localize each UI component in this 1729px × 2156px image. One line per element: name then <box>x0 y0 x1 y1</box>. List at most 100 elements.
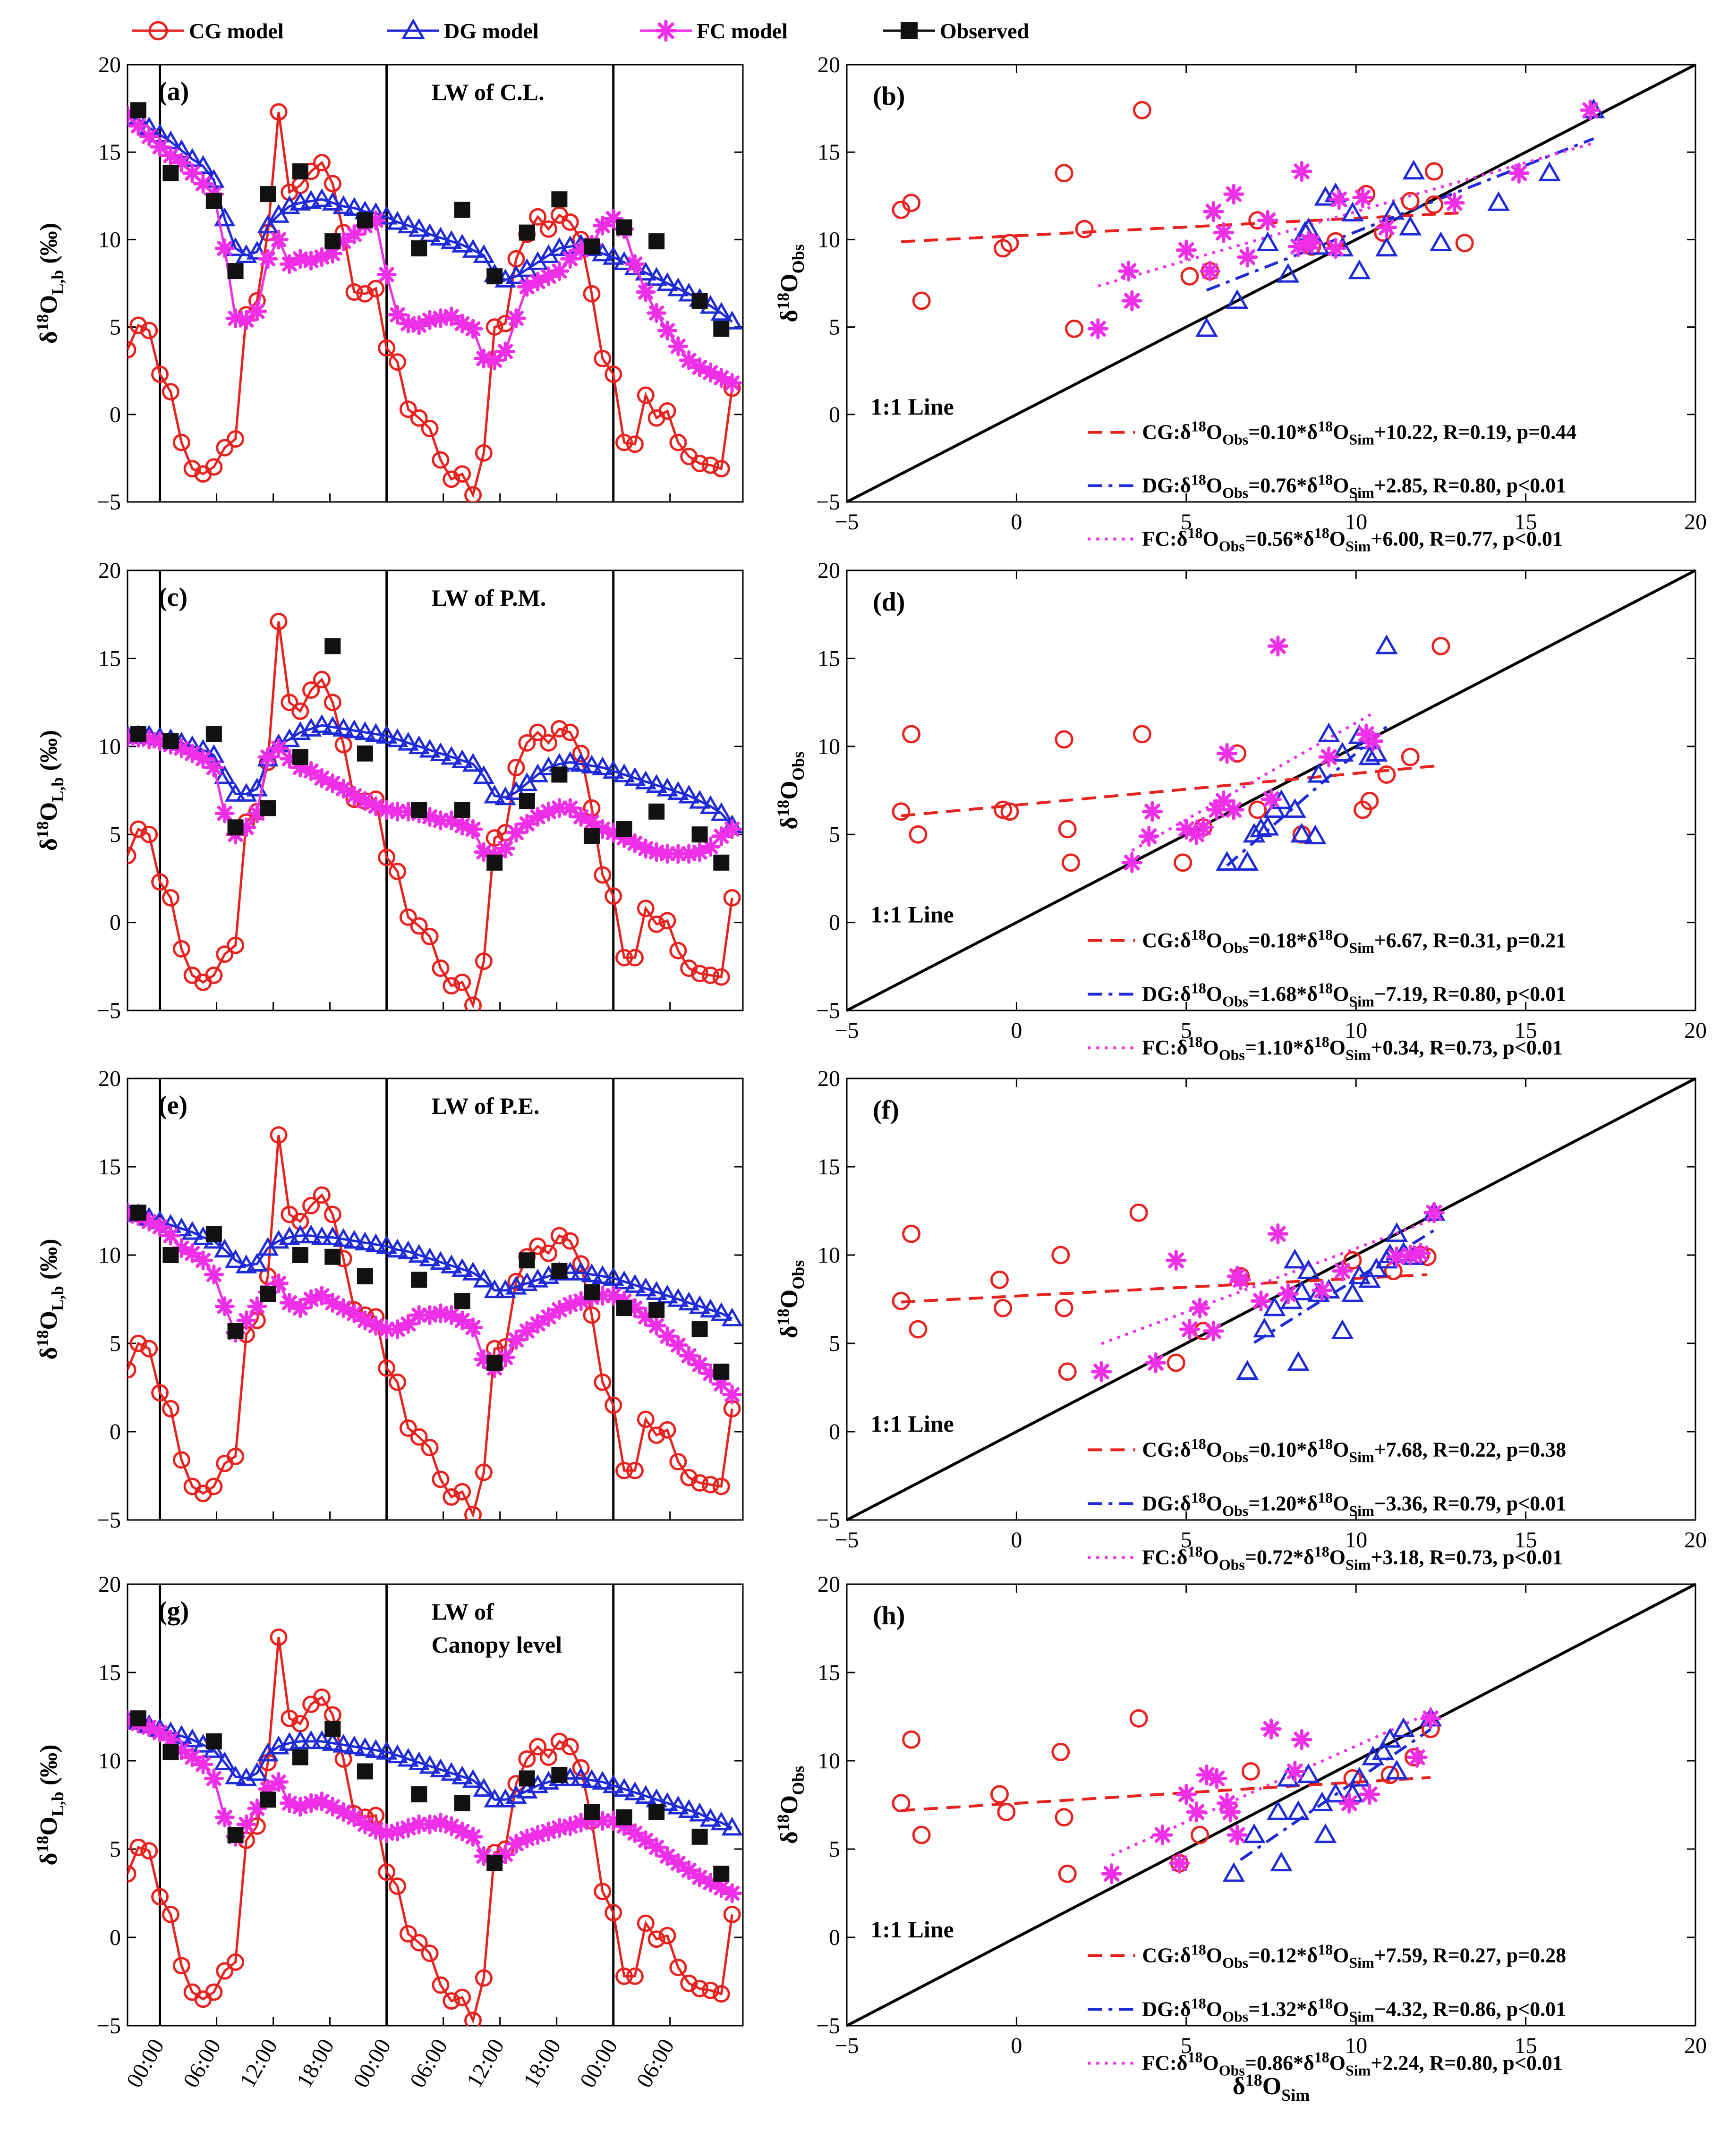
data-point <box>712 968 730 986</box>
data-point <box>332 718 354 737</box>
data-point <box>1359 1783 1380 1805</box>
legend-item-dg: DG model <box>387 18 539 43</box>
data-point <box>583 1804 600 1820</box>
data-point <box>691 293 708 309</box>
one-to-one-line <box>846 63 1696 503</box>
data-point <box>1338 1792 1360 1814</box>
data-point <box>1287 1351 1310 1371</box>
data-point <box>322 1226 344 1245</box>
data-point <box>1206 1768 1227 1789</box>
data-point <box>227 936 245 954</box>
data-point <box>668 336 688 357</box>
data-point <box>997 1802 1016 1821</box>
y-tick-label: 20 <box>818 1066 840 1091</box>
y-tick-label: 20 <box>98 1572 121 1597</box>
data-point <box>205 1733 222 1749</box>
x-tick-label: 0 <box>1011 1528 1022 1553</box>
y-tick-label: 15 <box>818 646 840 671</box>
data-point <box>170 1217 193 1237</box>
data-point <box>397 1748 419 1767</box>
data-point <box>1362 730 1384 752</box>
data-point <box>227 1447 245 1465</box>
data-point <box>324 1248 341 1265</box>
data-point <box>648 803 665 820</box>
data-point <box>344 1807 365 1827</box>
data-point <box>1138 825 1159 847</box>
data-point <box>549 261 570 281</box>
data-point <box>902 1730 921 1749</box>
data-point <box>625 254 645 274</box>
data-point <box>1362 1745 1384 1766</box>
data-point <box>1241 1762 1260 1781</box>
data-point <box>1376 217 1397 238</box>
data-point <box>1386 1246 1407 1267</box>
series-dg <box>128 714 743 833</box>
data-point <box>322 1732 344 1751</box>
data-point <box>247 1798 267 1819</box>
data-point <box>204 1265 224 1285</box>
data-point <box>386 1744 409 1764</box>
data-point <box>1406 1747 1428 1768</box>
data-point <box>1263 1296 1286 1316</box>
data-point <box>162 383 179 401</box>
data-point <box>689 1802 711 1822</box>
data-point <box>443 1992 460 2010</box>
x-axis-label: δ18OSim <box>1233 2071 1310 2105</box>
data-point <box>1055 1299 1073 1317</box>
data-point <box>462 1261 484 1281</box>
y-tick-label: 10 <box>98 227 121 252</box>
data-point <box>397 731 419 751</box>
data-point <box>378 1863 396 1881</box>
data-point <box>1324 1783 1347 1803</box>
data-point <box>1297 1763 1320 1783</box>
y-axis-label: δ18OObs <box>774 244 808 323</box>
x-ticks: −5 0 5 10 15 20 <box>835 570 1707 1043</box>
data-point <box>658 1421 676 1439</box>
series-dg <box>1236 1201 1446 1380</box>
data-point <box>669 942 687 959</box>
data-point <box>367 280 385 297</box>
legend-marker-triangle-icon <box>401 18 426 40</box>
data-point <box>1348 1265 1371 1285</box>
data-point <box>324 638 341 654</box>
x-ticks <box>159 1002 671 1010</box>
data-point <box>130 726 146 742</box>
data-point <box>397 214 419 234</box>
data-point <box>669 433 687 451</box>
data-point <box>1425 162 1444 181</box>
data-point <box>410 1428 428 1446</box>
data-point <box>388 353 406 371</box>
data-point <box>1257 210 1278 231</box>
data-point <box>529 208 547 226</box>
data-point <box>658 402 676 420</box>
data-point <box>519 793 535 809</box>
data-point <box>246 1253 268 1272</box>
data-point <box>658 912 676 930</box>
plot-frame <box>846 1078 1696 1521</box>
data-point <box>594 349 612 367</box>
series-obs <box>130 638 730 871</box>
data-point <box>1444 192 1465 213</box>
y-tick-label: −5 <box>97 2013 121 2038</box>
x-tick-label: 00:00 <box>575 2035 623 2092</box>
data-point <box>270 612 288 630</box>
data-point <box>613 1778 635 1797</box>
panel-label: (c) <box>158 583 187 612</box>
data-point <box>451 234 473 253</box>
y-ticks: −5 0 5 10 15 20 <box>97 1572 743 2038</box>
data-point <box>205 1477 223 1495</box>
data-point <box>594 866 612 884</box>
data-point <box>453 1483 471 1501</box>
data-point <box>378 849 396 866</box>
data-point <box>637 1914 655 1932</box>
data-point <box>635 770 656 789</box>
data-point <box>260 1286 276 1302</box>
data-point <box>260 800 276 816</box>
data-point <box>475 1463 493 1481</box>
series-dg <box>1222 1706 1442 1882</box>
data-point <box>625 1823 645 1843</box>
fit-line-fc <box>1111 1711 1431 1857</box>
data-point <box>475 444 493 462</box>
data-point <box>162 165 179 181</box>
